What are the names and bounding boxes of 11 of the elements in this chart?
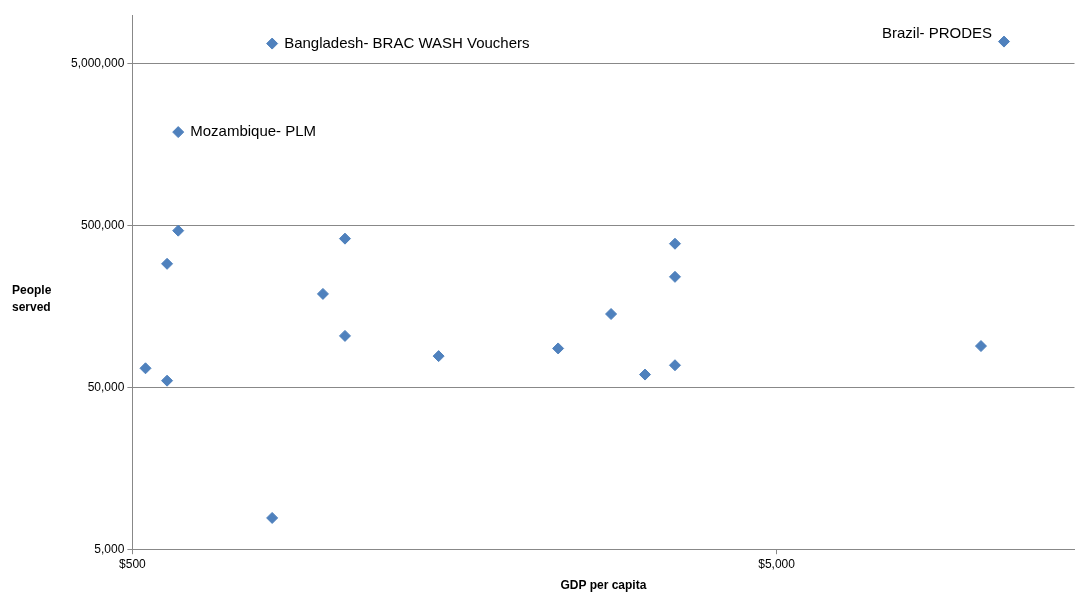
y-tick-label: 50,000	[87, 379, 125, 394]
annotation: Brazil- PRODES	[881, 23, 992, 41]
x-tick-label: $5,000	[758, 556, 796, 571]
y-tick-label: 5,000,000	[70, 56, 125, 71]
x-tick-label: $500	[119, 556, 147, 571]
annotation: Bangladesh- BRAC WASH Vouchers	[284, 33, 530, 51]
y-axis-title: People served	[11, 282, 53, 316]
annotation: Mozambique- PLM	[190, 122, 317, 140]
x-axis-title: GDP per capita	[560, 578, 647, 593]
y-tick-label: 500,000	[80, 217, 125, 232]
y-tick-label: 5,000	[94, 541, 125, 556]
